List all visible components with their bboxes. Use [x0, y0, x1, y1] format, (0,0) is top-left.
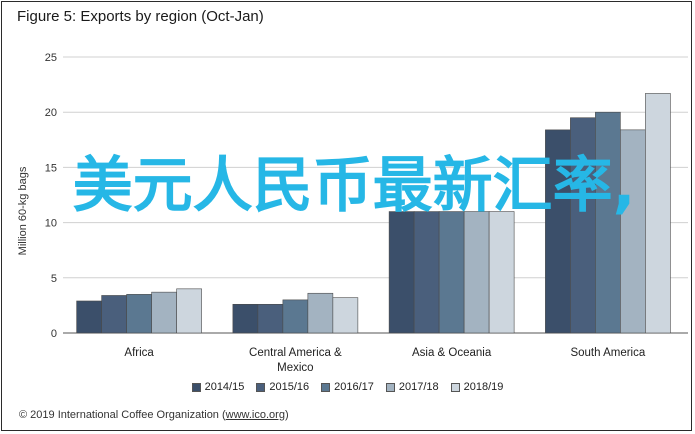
bar-2018-19 — [176, 288, 202, 334]
legend-label: 2017/18 — [398, 381, 439, 393]
legend-item: 2016/17 — [321, 381, 374, 393]
chart-legend: 2014/15 2015/16 2016/17 2017/18 2018/19 — [0, 381, 695, 393]
bar-2016-17 — [282, 299, 309, 334]
legend-label: 2016/17 — [334, 381, 374, 393]
bar-2016-17 — [595, 111, 621, 334]
footer-link[interactable]: www.ico.org — [225, 409, 285, 421]
y-tick-label: 10 — [45, 218, 57, 230]
y-tick-label: 25 — [45, 52, 57, 64]
bar-2017-18 — [151, 291, 177, 334]
y-tick-label: 5 — [51, 273, 57, 285]
x-tick-label: Central America & — [249, 347, 342, 359]
legend-item: 2017/18 — [385, 381, 439, 393]
bar-2018-19 — [332, 297, 359, 334]
x-tick-label: Africa — [124, 347, 154, 359]
footer-suffix: ) — [284, 409, 289, 421]
y-tick-label: 15 — [45, 162, 57, 174]
x-tick-label: South America — [570, 347, 645, 359]
legend-swatch — [450, 382, 460, 392]
legend-item: 2014/15 — [191, 381, 245, 393]
legend-label: 2015/16 — [269, 381, 310, 393]
legend-swatch — [191, 382, 201, 392]
bar-2016-17 — [126, 294, 152, 334]
bar-2016-17 — [438, 211, 465, 334]
bar-2014-15 — [388, 211, 415, 334]
bar-2017-18 — [463, 211, 490, 334]
legend-item: 2015/16 — [256, 381, 309, 393]
legend-label: 2018/19 — [463, 381, 504, 393]
bar-2018-19 — [488, 211, 515, 334]
bar-2018-19 — [645, 93, 671, 334]
bar-2014-15 — [545, 129, 571, 334]
bar-2017-18 — [620, 129, 646, 334]
y-tick-label: 0 — [51, 328, 57, 340]
bar-2015-16 — [413, 211, 440, 334]
bar-2015-16 — [101, 295, 127, 334]
bar-2015-16 — [570, 117, 596, 334]
legend-swatch — [256, 382, 266, 392]
x-tick-label: Mexico — [277, 362, 313, 374]
chart-title: Figure 5: Exports by region (Oct-Jan) — [17, 8, 264, 25]
legend-swatch — [385, 382, 395, 392]
legend-item: 2018/19 — [450, 381, 504, 393]
copyright-footer: © 2019 International Coffee Organization… — [19, 409, 289, 421]
legend-swatch — [321, 382, 331, 392]
bar-2015-16 — [257, 303, 284, 334]
legend-label: 2014/15 — [204, 381, 245, 393]
bar-2014-15 — [232, 303, 259, 334]
footer-prefix: © 2019 International Coffee Organization… — [19, 409, 226, 421]
bar-2017-18 — [307, 292, 334, 334]
y-tick-label: 20 — [45, 107, 57, 119]
x-tick-label: Asia & Oceania — [412, 347, 492, 359]
bar-2014-15 — [76, 300, 102, 334]
